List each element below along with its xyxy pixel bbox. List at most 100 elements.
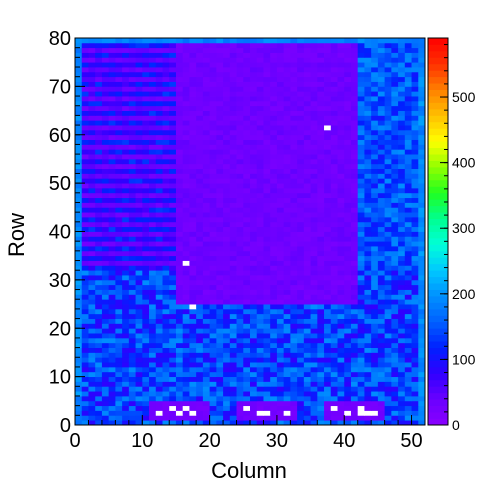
heatmap-cell bbox=[229, 62, 237, 68]
y-tick-label: 80 bbox=[49, 28, 71, 50]
heatmap-cell bbox=[216, 352, 224, 358]
heatmap-cell bbox=[371, 323, 379, 329]
heatmap-cell bbox=[283, 362, 291, 368]
heatmap-cell bbox=[75, 202, 83, 208]
heatmap-cell bbox=[250, 202, 258, 208]
heatmap-cell bbox=[404, 395, 412, 402]
heatmap-cell bbox=[371, 187, 379, 194]
heatmap-cell bbox=[216, 265, 224, 271]
heatmap-cell bbox=[350, 125, 359, 131]
heatmap-cell bbox=[155, 197, 163, 203]
heatmap-cell bbox=[270, 328, 278, 334]
heatmap-cell bbox=[182, 67, 190, 73]
heatmap-cell bbox=[88, 357, 96, 363]
heatmap-cell bbox=[391, 362, 399, 368]
heatmap-cell bbox=[283, 279, 291, 286]
heatmap-cell bbox=[196, 275, 204, 281]
heatmap-cell bbox=[371, 134, 379, 140]
heatmap-cell bbox=[142, 52, 150, 58]
heatmap-cell bbox=[377, 226, 386, 232]
heatmap-cell bbox=[350, 212, 359, 218]
heatmap-cell bbox=[317, 52, 325, 58]
heatmap-cell bbox=[411, 96, 419, 102]
heatmap-cell bbox=[350, 391, 359, 397]
heatmap-cell bbox=[377, 299, 386, 305]
heatmap-cell bbox=[357, 255, 365, 261]
heatmap-cell bbox=[135, 81, 143, 87]
heatmap-cell bbox=[377, 400, 386, 407]
heatmap-cell bbox=[270, 284, 278, 290]
heatmap-cell bbox=[404, 265, 412, 271]
heatmap-cell bbox=[108, 400, 116, 407]
heatmap-cell bbox=[317, 192, 325, 199]
heatmap-cell bbox=[303, 207, 311, 213]
heatmap-cell bbox=[317, 212, 325, 218]
heatmap-cell bbox=[169, 183, 177, 189]
heatmap-cell bbox=[330, 105, 338, 111]
heatmap-cell bbox=[122, 246, 130, 252]
heatmap-cell bbox=[276, 395, 285, 402]
heatmap-cell bbox=[404, 241, 412, 247]
heatmap-cell bbox=[162, 105, 170, 111]
heatmap-cell bbox=[75, 100, 83, 107]
heatmap-cell bbox=[95, 110, 103, 116]
heatmap-cell bbox=[276, 207, 285, 213]
colorbar-swatch bbox=[428, 147, 448, 155]
heatmap-cell bbox=[135, 226, 143, 232]
heatmap-cell bbox=[350, 149, 359, 155]
heatmap-cell bbox=[155, 57, 163, 63]
heatmap-cell bbox=[169, 168, 177, 174]
heatmap-cell bbox=[297, 313, 305, 319]
heatmap-cell bbox=[350, 236, 359, 242]
heatmap-cell bbox=[128, 328, 136, 334]
heatmap-cell bbox=[384, 71, 392, 78]
heatmap-cell bbox=[330, 366, 338, 373]
heatmap-cell bbox=[88, 52, 96, 58]
heatmap-cell bbox=[330, 391, 338, 397]
heatmap-cell bbox=[418, 96, 426, 102]
heatmap-cell bbox=[263, 105, 271, 111]
colorbar-swatch bbox=[428, 373, 448, 381]
heatmap-cell bbox=[391, 395, 399, 402]
heatmap-cell bbox=[128, 178, 136, 184]
heatmap-cell bbox=[283, 81, 291, 87]
heatmap-cell bbox=[169, 149, 177, 155]
heatmap-cell bbox=[75, 246, 83, 252]
heatmap-cell bbox=[411, 62, 419, 68]
heatmap-cell bbox=[371, 129, 379, 136]
heatmap-cell bbox=[350, 216, 359, 223]
heatmap-cell bbox=[243, 105, 251, 111]
heatmap-cell bbox=[169, 366, 177, 373]
heatmap-cell bbox=[162, 395, 170, 402]
heatmap-cell bbox=[290, 144, 298, 150]
heatmap-cell bbox=[115, 139, 123, 145]
heatmap-cell bbox=[81, 337, 89, 344]
heatmap-cell bbox=[182, 236, 190, 242]
heatmap-cell bbox=[250, 81, 258, 87]
heatmap-cell bbox=[330, 192, 338, 199]
heatmap-cell bbox=[155, 284, 163, 290]
heatmap-cell bbox=[377, 260, 386, 266]
colorbar-swatch bbox=[428, 386, 448, 394]
heatmap-cell bbox=[324, 236, 332, 242]
heatmap-cell bbox=[330, 395, 338, 402]
heatmap-cell bbox=[216, 173, 224, 179]
heatmap-cell bbox=[189, 313, 197, 319]
heatmap-cell bbox=[196, 81, 204, 87]
heatmap-cell bbox=[108, 149, 116, 155]
heatmap-cell bbox=[243, 352, 251, 358]
heatmap-cell bbox=[377, 420, 386, 426]
heatmap-cell bbox=[384, 192, 392, 199]
heatmap-cell bbox=[202, 42, 211, 49]
heatmap-cell bbox=[324, 255, 332, 261]
heatmap-cell bbox=[115, 313, 123, 319]
heatmap-cell bbox=[270, 81, 278, 87]
heatmap-cell bbox=[196, 246, 204, 252]
heatmap-cell bbox=[209, 250, 217, 257]
heatmap-cell bbox=[310, 42, 318, 49]
heatmap-cell bbox=[270, 366, 278, 373]
heatmap-cell bbox=[75, 96, 83, 102]
heatmap-cell bbox=[81, 323, 89, 329]
heatmap-cell bbox=[223, 352, 231, 358]
heatmap-cell bbox=[202, 420, 211, 426]
